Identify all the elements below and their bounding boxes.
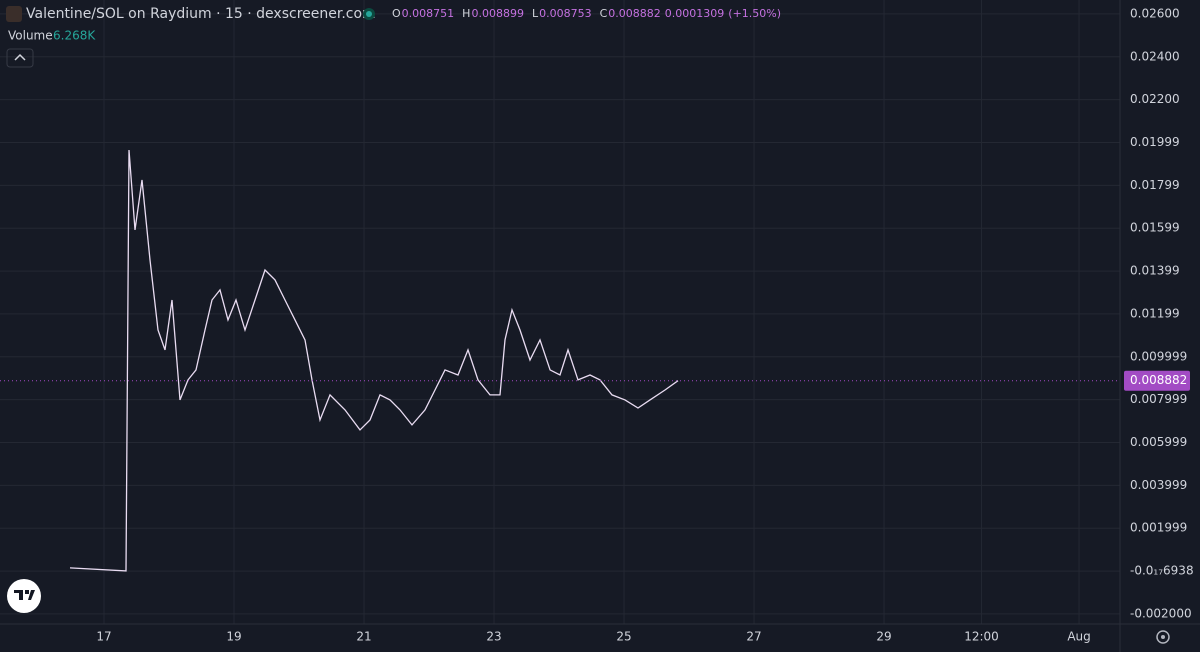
collapse-button[interactable] (6, 48, 34, 68)
y-tick-label: -0.0₁₇6938 (1130, 564, 1194, 578)
y-tick-label: 0.01999 (1130, 135, 1180, 149)
y-tick-label: 0.01799 (1130, 178, 1180, 192)
y-tick-label: 0.005999 (1130, 435, 1187, 449)
ohlc-key: C (600, 7, 608, 20)
volume-label: Volume (8, 29, 53, 43)
x-tick-label: 19 (226, 630, 241, 644)
header: Valentine/SOL on Raydium · 15 · dexscree… (6, 6, 781, 68)
change-value: 0.0001309 (665, 7, 725, 20)
y-tick-label: -0.002000 (1130, 606, 1192, 620)
ohlc-key: L (532, 7, 539, 20)
chart-title: Valentine/SOL on Raydium · 15 · dexscree… (26, 6, 376, 22)
logo-mark (14, 590, 35, 600)
settings-icon[interactable] (1156, 630, 1170, 644)
last-price-tag (1124, 370, 1190, 391)
x-tick-label: 23 (486, 630, 501, 644)
y-tick-label: 0.007999 (1130, 392, 1187, 406)
price-line (69, 149, 679, 572)
settings-ring (1156, 630, 1170, 644)
x-tick-label: 29 (876, 630, 891, 644)
y-tick-label: 0.003999 (1130, 478, 1187, 492)
token-icon (6, 6, 22, 22)
y-tick-label: 0.01399 (1130, 264, 1180, 278)
settings-hub (1161, 635, 1165, 639)
y-tick-label: 0.009999 (1130, 349, 1187, 363)
x-tick-label: 17 (96, 630, 111, 644)
ohlc-value: 0.008751 (402, 7, 455, 20)
y-tick-label: 0.02200 (1130, 92, 1180, 106)
logo (7, 579, 41, 613)
x-tick-label: 12:00 (964, 630, 999, 644)
y-tick-label: 0.01199 (1130, 306, 1180, 320)
status-dot (366, 11, 372, 17)
grid (0, 0, 1120, 624)
x-tick-label: 21 (356, 630, 371, 644)
logo-badge (7, 579, 41, 613)
last-price-label: 0.008882 (1130, 373, 1187, 387)
y-tick-label: 0.001999 (1130, 521, 1187, 535)
y-tick-label: 0.02600 (1130, 6, 1180, 20)
ohlc-value: 0.008882 (608, 7, 661, 20)
ohlc-key: H (462, 7, 470, 20)
x-tick-label: 25 (616, 630, 631, 644)
plot: 0.008882 (0, 149, 1190, 572)
change-percent: (+1.50%) (728, 7, 781, 20)
volume-value: 6.268K (53, 29, 96, 43)
y-tick-label: 0.01599 (1130, 221, 1180, 235)
y-tick-label: 0.02400 (1130, 49, 1180, 63)
ohlc: O 0.008751 H 0.008899 L 0.008753 C 0.008882 0.00… (392, 7, 781, 20)
x-tick-label: Aug (1067, 630, 1090, 644)
collapse-icon (14, 53, 26, 61)
ohlc-key: O (392, 7, 401, 20)
ohlc-value: 0.008753 (539, 7, 592, 20)
x-tick-label: 27 (746, 630, 761, 644)
ohlc-value: 0.008899 (471, 7, 524, 20)
